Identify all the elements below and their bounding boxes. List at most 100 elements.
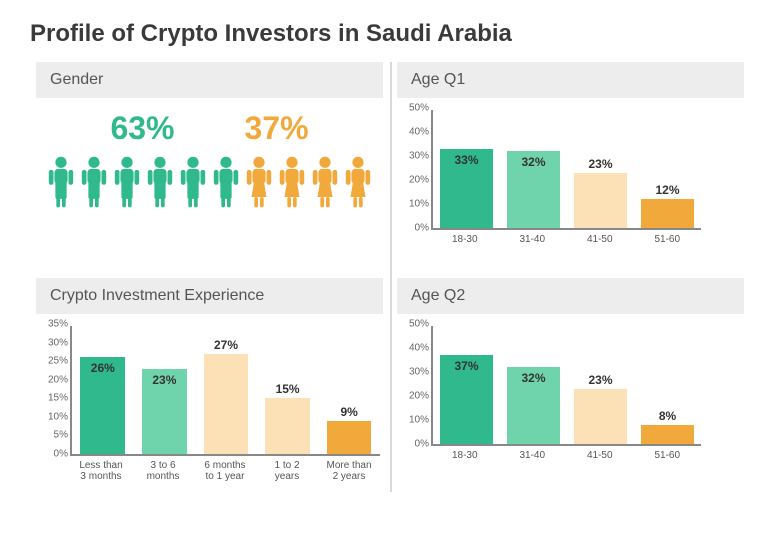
bar-value-label: 23% [588, 157, 612, 171]
y-tick: 0% [399, 223, 429, 234]
chart-age-q2: 0%10%20%30%40%50%37%32%23%8%18-3031-4041… [397, 326, 744, 461]
y-tick: 25% [38, 356, 68, 367]
x-tick-label: 51-60 [634, 450, 702, 461]
gender-percentages: 63% 37% [36, 110, 383, 147]
y-tick: 5% [38, 430, 68, 441]
y-tick: 20% [399, 391, 429, 402]
y-tick: 40% [399, 343, 429, 354]
bar: 9% [327, 421, 372, 454]
bar: 23% [142, 369, 187, 454]
y-tick: 50% [399, 103, 429, 114]
panel-gender: Gender 63% 37% [30, 62, 389, 276]
panel-header-gender: Gender [36, 62, 383, 98]
y-tick: 30% [38, 337, 68, 348]
divider-vertical [390, 62, 392, 492]
bar: 32% [507, 367, 560, 444]
y-tick: 0% [38, 449, 68, 460]
x-tick-label: 6 monthsto 1 year [194, 460, 256, 482]
bar: 27% [204, 354, 249, 454]
y-tick: 30% [399, 151, 429, 162]
panel-age-q2: Age Q2 0% 10% 20% 30% 40% 50% 37% 32% 23% 8% 18-30… [391, 278, 750, 492]
gender-icon-row [36, 155, 383, 209]
x-tick-label: 18-30 [431, 450, 499, 461]
x-tick-label: 41-50 [566, 450, 634, 461]
bar-column: 37% [433, 326, 500, 444]
bar-column: 33% [433, 110, 500, 228]
bar-value-label: 12% [655, 183, 679, 197]
bar: 33% [440, 149, 493, 228]
bar-column: 23% [567, 326, 634, 444]
bar-value-label: 27% [214, 338, 238, 352]
bar-column: 32% [500, 326, 567, 444]
bar-value-label: 32% [521, 155, 545, 169]
panel-header-experience: Crypto Investment Experience [36, 278, 383, 314]
y-tick: 0% [399, 439, 429, 450]
bar-column: 12% [634, 110, 701, 228]
x-tick-label: 1 to 2years [256, 460, 318, 482]
bar-value-label: 33% [454, 153, 478, 167]
female-person-icon [310, 155, 340, 209]
bar-column: 26% [72, 326, 134, 454]
y-tick: 30% [399, 367, 429, 378]
male-person-icon [112, 155, 142, 209]
bar-value-label: 8% [659, 409, 676, 423]
bar-value-label: 9% [341, 405, 358, 419]
panel-experience: Crypto Investment Experience 0% 5% 10% 15% 2… [30, 278, 389, 492]
bar-value-label: 15% [276, 382, 300, 396]
x-tick-label: 41-50 [566, 234, 634, 245]
y-tick: 10% [399, 415, 429, 426]
x-tick-label: 3 to 6months [132, 460, 194, 482]
bar-column: 15% [257, 326, 319, 454]
female-pct: 37% [245, 110, 309, 147]
male-person-icon [178, 155, 208, 209]
plot-area: 0%10%20%30%40%50%33%32%23%12% [431, 110, 701, 230]
panel-header-age-q2: Age Q2 [397, 278, 744, 314]
male-person-icon [79, 155, 109, 209]
x-axis: 18-3031-4041-5051-60 [431, 234, 701, 245]
male-person-icon [211, 155, 241, 209]
dashboard-grid: Gender 63% 37% Age Q1 0% 10% 20% 30% 40% 50% 3… [30, 62, 750, 492]
y-tick: 20% [399, 175, 429, 186]
x-tick-label: 51-60 [634, 234, 702, 245]
female-person-icon [277, 155, 307, 209]
chart-experience: 0%5%10%15%20%25%30%35%26%23%27%15%9%Less… [36, 326, 383, 482]
bar: 23% [574, 389, 627, 444]
chart-age-q1: 0%10%20%30%40%50%33%32%23%12%18-3031-404… [397, 110, 744, 245]
bar: 12% [641, 199, 694, 228]
y-tick: 10% [399, 199, 429, 210]
male-person-icon [145, 155, 175, 209]
x-axis: 18-3031-4041-5051-60 [431, 450, 701, 461]
bar-column: 27% [195, 326, 257, 454]
bar-column: 23% [134, 326, 196, 454]
bar: 32% [507, 151, 560, 228]
bar: 15% [265, 398, 310, 454]
y-tick: 50% [399, 319, 429, 330]
female-person-icon [244, 155, 274, 209]
x-axis: Less than3 months3 to 6months6 monthsto … [70, 460, 380, 482]
male-pct: 63% [110, 110, 174, 147]
plot-area: 0%5%10%15%20%25%30%35%26%23%27%15%9% [70, 326, 380, 456]
bar-value-label: 26% [91, 361, 115, 375]
bar: 23% [574, 173, 627, 228]
plot-area: 0%10%20%30%40%50%37%32%23%8% [431, 326, 701, 446]
y-tick: 10% [38, 411, 68, 422]
bar: 8% [641, 425, 694, 444]
bar-column: 8% [634, 326, 701, 444]
y-tick: 40% [399, 127, 429, 138]
bar-value-label: 32% [521, 371, 545, 385]
y-tick: 15% [38, 393, 68, 404]
panel-header-age-q1: Age Q1 [397, 62, 744, 98]
bar-value-label: 23% [588, 373, 612, 387]
x-tick-label: More than2 years [318, 460, 380, 482]
y-tick: 20% [38, 374, 68, 385]
bar-column: 32% [500, 110, 567, 228]
bar: 26% [80, 357, 125, 454]
x-tick-label: 18-30 [431, 234, 499, 245]
page-title: Profile of Crypto Investors in Saudi Ara… [30, 20, 750, 48]
panel-age-q1: Age Q1 0% 10% 20% 30% 40% 50% 33% 32% 23% 12% 18-3… [391, 62, 750, 276]
bar-column: 23% [567, 110, 634, 228]
female-person-icon [343, 155, 373, 209]
bar: 37% [440, 355, 493, 444]
male-person-icon [46, 155, 76, 209]
y-tick: 35% [38, 319, 68, 330]
